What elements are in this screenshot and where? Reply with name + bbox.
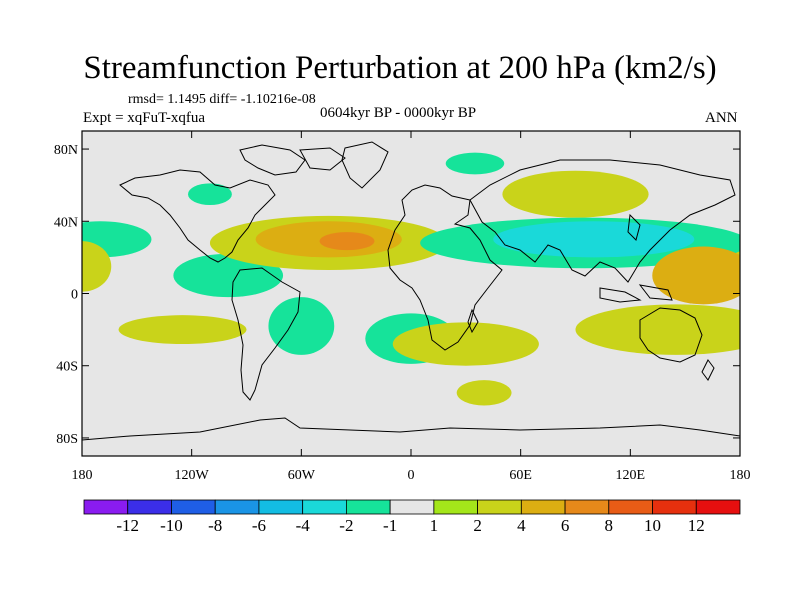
y-tick-label: 80S xyxy=(56,432,78,447)
colorbar-swatch xyxy=(608,499,653,515)
anomaly-region-3 xyxy=(118,315,247,345)
colorbar-label: -4 xyxy=(295,516,310,535)
coastlines xyxy=(82,141,740,441)
colorbar-label: -2 xyxy=(339,516,354,535)
stats-label: rmsd= 1.1495 diff= -1.10216e-08 xyxy=(128,92,316,107)
colorbar-swatch xyxy=(695,499,741,515)
colorbar-swatch xyxy=(477,499,522,515)
colorbar-label: -8 xyxy=(208,516,223,535)
colorbar-label: -6 xyxy=(251,516,267,535)
y-tick-label: 80N xyxy=(54,143,78,158)
anomaly-region-14 xyxy=(392,322,539,366)
plot-background xyxy=(82,131,740,456)
colorbar-label: 1 xyxy=(429,516,439,535)
colorbar-swatch xyxy=(652,499,697,515)
anomaly-region-5 xyxy=(268,297,335,355)
anomaly-region-4 xyxy=(188,183,232,206)
colorbar-swatch xyxy=(258,499,304,515)
colorbar-swatch xyxy=(345,499,391,515)
colorbar-swatch xyxy=(564,499,610,515)
x-tick-label: 120E xyxy=(616,468,646,483)
colorbar-swatch xyxy=(389,499,435,515)
x-tick-label: 180 xyxy=(730,468,751,483)
colorbar-label: -10 xyxy=(160,516,183,535)
y-axis: 80N 40N 0 40S 80S xyxy=(54,143,740,447)
colorbar-label: 2 xyxy=(473,516,482,535)
anomaly-region-9 xyxy=(445,152,505,175)
colorbar-swatch xyxy=(214,499,260,515)
anomaly-region-2 xyxy=(173,253,284,298)
anomaly-region-10 xyxy=(502,170,649,218)
x-axis: 180 120W 60W 0 60E 120E 180 xyxy=(72,131,751,483)
experiment-label: Expt = xqFuT-xqfua xyxy=(83,110,206,126)
colorbar-label: -12 xyxy=(116,516,140,535)
colorbar-swatch xyxy=(433,499,479,515)
anomaly-region-8 xyxy=(319,232,375,251)
anomaly-region-16 xyxy=(652,246,740,305)
x-tick-label: 60W xyxy=(288,468,316,483)
x-tick-label: 180 xyxy=(72,468,93,483)
colorbar-swatch xyxy=(520,499,566,515)
anomaly-region-1 xyxy=(82,241,112,292)
chart-title: Streamfunction Perturbation at 200 hPa (… xyxy=(83,50,717,86)
y-tick-label: 0 xyxy=(71,288,78,303)
anomaly-field xyxy=(82,152,740,406)
colorbar-swatch xyxy=(83,499,129,515)
colorbar-label: 12 xyxy=(687,516,705,535)
colorbar-label: 4 xyxy=(517,516,526,535)
x-tick-label: 0 xyxy=(408,468,415,483)
y-tick-label: 40S xyxy=(56,360,78,375)
colorbar-label: 10 xyxy=(644,516,662,535)
colorbar-label: -1 xyxy=(383,516,398,535)
period-label: 0604kyr BP - 0000kyr BP xyxy=(320,105,477,121)
season-label: ANN xyxy=(705,110,738,126)
anomaly-region-12 xyxy=(493,221,695,258)
colorbar xyxy=(83,499,741,515)
colorbar-swatch xyxy=(302,499,347,515)
y-tick-label: 40N xyxy=(54,215,78,230)
colorbar-swatch xyxy=(127,499,172,515)
colorbar-label: 8 xyxy=(604,516,614,535)
colorbar-label: 6 xyxy=(560,516,570,535)
x-tick-label: 60E xyxy=(509,468,532,483)
anomaly-region-17 xyxy=(456,380,512,406)
colorbar-swatch xyxy=(171,499,216,515)
anomaly-region-15 xyxy=(575,304,740,355)
x-tick-label: 120W xyxy=(175,468,210,483)
